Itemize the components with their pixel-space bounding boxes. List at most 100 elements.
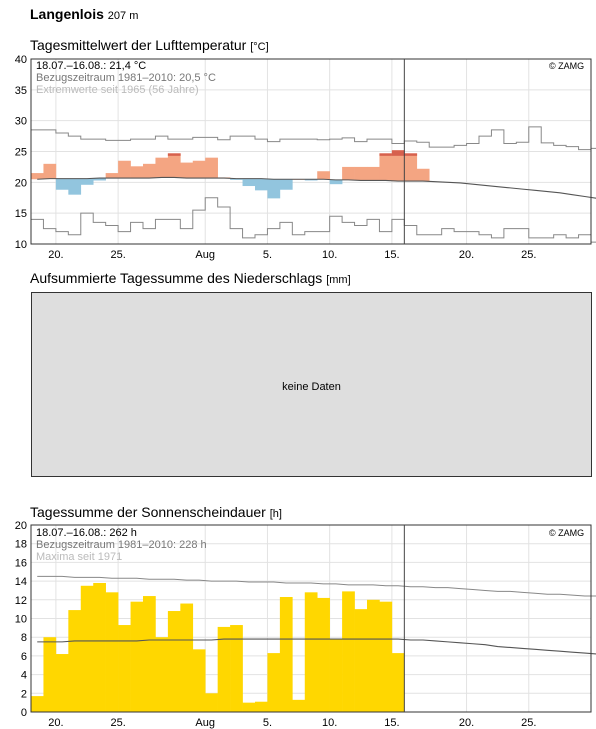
- temperature-y-tick-label: 35: [15, 85, 27, 97]
- temperature-x-tick-label: 25.: [521, 249, 536, 261]
- temperature-anomaly-bar: [93, 178, 106, 181]
- temperature-x-tick-label: 25.: [110, 249, 125, 261]
- temperature-period-value: 18.07.–16.08.: 21,4 °C: [36, 60, 147, 72]
- sunshine-bar: [167, 611, 181, 712]
- sunshine-y-tick-label: 8: [21, 632, 27, 644]
- precipitation-plot-area: keine Daten: [31, 292, 592, 477]
- temperature-min-line: [31, 197, 596, 243]
- temperature-anomaly-bar: [105, 173, 119, 179]
- sunshine-y-tick-label: 12: [15, 595, 27, 607]
- sunshine-bar: [130, 601, 144, 712]
- temperature-x-tick-label: 20.: [48, 249, 63, 261]
- temperature-anomaly-bar: [68, 178, 82, 195]
- temperature-y-tick-label: 30: [15, 116, 27, 128]
- temperature-anomaly-bar: [304, 179, 318, 181]
- sunshine-bar: [279, 596, 293, 712]
- temperature-y-tick-label: 10: [15, 239, 27, 251]
- temperature-plot-frame: [30, 58, 592, 245]
- temperature-x-tick-label: 20.: [459, 249, 474, 261]
- no-data-label: keine Daten: [282, 381, 341, 393]
- sunshine-bar: [255, 701, 268, 712]
- temperature-extremes-note: Extremwerte seit 1965 (56 Jahre): [36, 84, 199, 96]
- temperature-y-tick-label: 40: [15, 54, 27, 66]
- sunshine-y-tick-label: 20: [15, 520, 27, 532]
- sunshine-x-tick-label: 20.: [48, 717, 63, 729]
- sunshine-x-tick-label: 25.: [110, 717, 125, 729]
- temperature-anomaly-bar: [404, 153, 418, 182]
- sunshine-bar: [367, 599, 380, 712]
- temperature-anomaly-bar: [192, 160, 206, 179]
- sunshine-normal-line: [37, 638, 596, 655]
- sunshine-bar: [354, 609, 368, 712]
- zamg-logo-sunshine: © ZAMG: [549, 528, 585, 538]
- station-altitude: 207 m: [107, 10, 139, 22]
- temperature-hot-bar: [379, 153, 393, 156]
- sunshine-bar: [230, 625, 243, 712]
- temperature-max-line: [31, 126, 596, 151]
- sunshine-x-tick-label: 10.: [322, 717, 337, 729]
- temperature-hot-bar: [404, 153, 418, 156]
- temperature-anomaly-bar: [267, 179, 281, 199]
- sunshine-x-tick-label: 25.: [521, 717, 536, 729]
- precipitation-title-text: Aufsummierte Tagessumme des Niederschlag…: [30, 270, 323, 286]
- sunshine-bar: [80, 585, 94, 712]
- temperature-anomaly-bar: [180, 162, 194, 179]
- temperature-anomaly-bar: [167, 153, 181, 178]
- sunshine-bar: [192, 649, 206, 712]
- sunshine-bar: [242, 702, 256, 712]
- sunshine-maxima-line: [37, 575, 596, 597]
- temperature-anomaly-bar: [391, 150, 405, 182]
- sunshine-bar: [68, 610, 82, 712]
- sunshine-bar: [118, 625, 131, 712]
- sunshine-bar: [43, 637, 57, 712]
- sunshine-bar: [31, 696, 44, 712]
- sunshine-period-value: 18.07.–16.08.: 262 h: [36, 527, 137, 539]
- station-name: Langenlois: [30, 6, 104, 22]
- temperature-anomaly-bar: [130, 166, 144, 179]
- temperature-x-tick-label: 15.: [384, 249, 399, 261]
- sunshine-title-text: Tagessumme der Sonnenscheindauer: [30, 504, 266, 520]
- temperature-title-text: Tagesmittelwert der Lufttemperatur: [30, 37, 247, 53]
- temperature-anomaly-bar: [205, 157, 218, 179]
- temperature-anomaly-bar: [55, 178, 69, 190]
- sunshine-y-tick-label: 6: [21, 651, 27, 663]
- sunshine-y-tick-label: 16: [15, 557, 27, 569]
- temperature-panel-title: Tagesmittelwert der Lufttemperatur [°C]: [30, 37, 269, 53]
- temperature-x-tick-label: Aug: [195, 249, 215, 261]
- temperature-anomaly-bar: [354, 166, 368, 181]
- temperature-y-tick-label: 15: [15, 208, 27, 220]
- temperature-anomaly-bar: [43, 163, 57, 179]
- sunshine-bar: [267, 653, 281, 712]
- sunshine-reference-value: Bezugszeitraum 1981–2010: 228 h: [36, 539, 207, 551]
- sunshine-bar: [292, 699, 306, 712]
- temperature-anomaly-bar: [80, 178, 94, 185]
- temperature-hot-bar: [167, 153, 181, 156]
- temperature-reference-value: Bezugszeitraum 1981–2010: 20,5 °C: [36, 72, 216, 84]
- temperature-normal-line: [37, 176, 596, 199]
- sunshine-bar: [180, 603, 194, 712]
- station-header: Langenlois 207 m: [30, 6, 138, 22]
- precipitation-unit: [mm]: [326, 274, 351, 286]
- temperature-anomaly-bar: [329, 179, 343, 185]
- sunshine-bar: [143, 596, 156, 712]
- sunshine-plot-frame: [30, 524, 592, 713]
- temperature-anomaly-bar: [230, 178, 243, 180]
- sunshine-x-tick-label: 20.: [459, 717, 474, 729]
- sunshine-bar: [317, 597, 330, 712]
- temperature-x-tick-label: 10.: [322, 249, 337, 261]
- temperature-anomaly-bar: [416, 168, 430, 182]
- temperature-anomaly-bar: [143, 163, 156, 179]
- sunshine-bar: [304, 592, 318, 712]
- sunshine-bar: [55, 654, 69, 712]
- temperature-anomaly-bar: [342, 166, 355, 180]
- sunshine-bar: [217, 626, 231, 712]
- temperature-hot-bar: [391, 150, 405, 156]
- temperature-anomaly-bar: [155, 157, 169, 178]
- sunshine-bar: [155, 637, 169, 712]
- zamg-logo-temperature: © ZAMG: [549, 61, 585, 71]
- sunshine-x-tick-label: Aug: [195, 717, 215, 729]
- sunshine-bar: [93, 582, 106, 712]
- sunshine-bar: [329, 639, 343, 712]
- precipitation-panel-title: Aufsummierte Tagessumme des Niederschlag…: [30, 270, 351, 286]
